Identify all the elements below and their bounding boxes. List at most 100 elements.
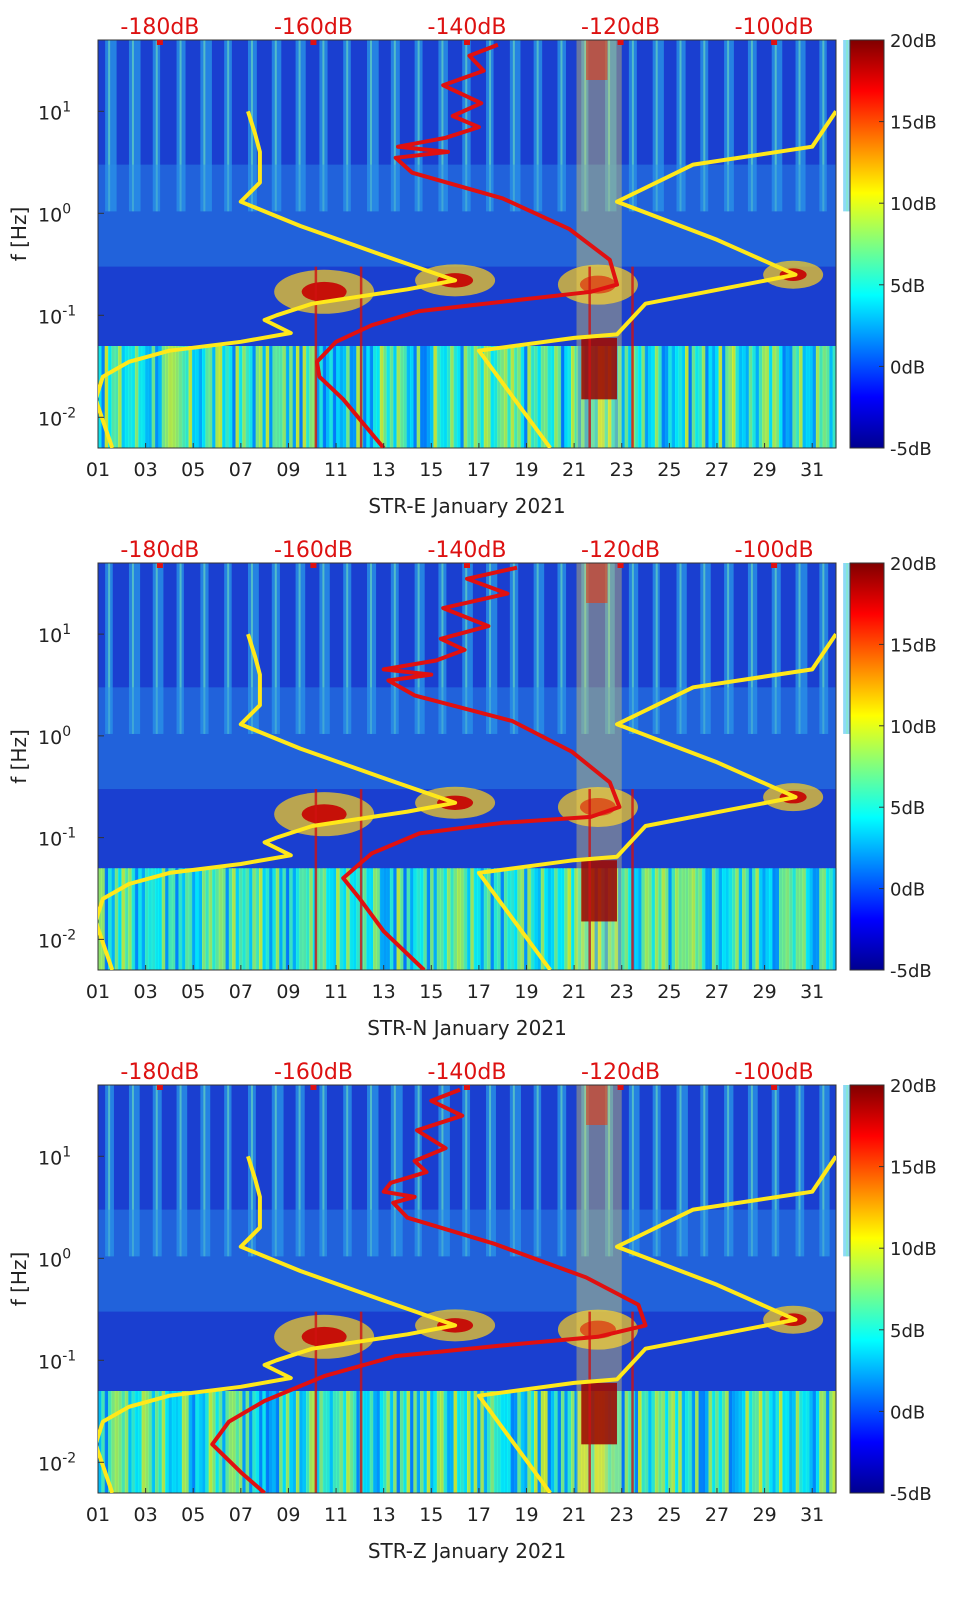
heatmap-lowband-column	[205, 1391, 210, 1493]
heatmap-streak-core	[703, 1085, 706, 1257]
heatmap-lowband-column	[416, 346, 421, 448]
heatmap-streak-core	[108, 563, 111, 734]
heatmap-lowband-column	[98, 346, 102, 448]
heatmap-lowband-column	[423, 346, 428, 448]
heatmap-lowband-column	[815, 346, 820, 448]
heatmap-streak-core	[393, 1085, 396, 1257]
heatmap-lowband-column	[792, 868, 797, 970]
heatmap-streak	[676, 1085, 688, 1257]
heatmap-hotspot-core	[301, 281, 347, 302]
heatmap-lowband-column	[369, 868, 374, 970]
heatmap-lowband-column	[104, 868, 109, 970]
heatmap-lowband-column	[225, 1391, 230, 1493]
heatmap-lowband-column	[497, 868, 502, 970]
heatmap-lowband-column	[648, 346, 653, 448]
heatmap-lowband-column	[547, 1391, 552, 1493]
heatmap-lowband-column	[705, 1391, 710, 1493]
heatmap-lowband-column	[144, 346, 149, 448]
heatmap-lowband-column	[678, 346, 683, 448]
heatmap-lowband-column	[416, 868, 421, 970]
heatmap-lowband-column	[560, 1391, 565, 1493]
heatmap-lowband-column	[718, 1391, 723, 1493]
heatmap-lowband-column	[319, 1391, 324, 1493]
top-axis-tick	[156, 40, 163, 45]
heatmap-lowband-column	[413, 868, 418, 970]
heatmap-lowband-column	[309, 1391, 314, 1493]
heatmap-lowband-column	[316, 346, 320, 448]
heatmap-lowband-column	[621, 1391, 626, 1493]
heatmap-lowband-column	[721, 346, 726, 448]
heatmap-lowband-column	[450, 346, 455, 448]
x-tick-label: 21	[562, 1504, 586, 1526]
heatmap-lowband-column	[440, 1391, 445, 1493]
heatmap-lowband-column	[530, 1391, 535, 1493]
heatmap-lowband-column	[118, 1391, 123, 1493]
heatmap-event-line	[314, 266, 318, 448]
heatmap-lowband-column	[436, 868, 441, 970]
x-tick-label: 27	[705, 459, 729, 481]
top-axis-label: -160dB	[274, 15, 353, 40]
heatmap-lowband-column	[648, 868, 653, 970]
heatmap-lowband-column	[178, 1391, 183, 1493]
heatmap-lowband-column	[490, 346, 495, 448]
heatmap-streak-core	[727, 40, 730, 212]
x-tick-label: 17	[467, 981, 491, 1003]
heatmap-lowband-column	[376, 346, 381, 448]
heatmap-lowband-column	[725, 1391, 730, 1493]
heatmap-lowband-column	[161, 346, 166, 448]
heatmap-lowband-column	[671, 1391, 676, 1493]
heatmap-lowband-column	[775, 868, 780, 970]
heatmap-lowband-column	[292, 868, 297, 970]
heatmap-lowband-column	[144, 868, 149, 970]
top-axis-tick	[156, 1085, 163, 1090]
heatmap-lowband-column	[195, 868, 200, 970]
heatmap-streak	[367, 40, 379, 212]
heatmap-lowband-column	[342, 1391, 347, 1493]
heatmap-lowband-column	[245, 1391, 250, 1493]
heatmap-lowband-column	[829, 868, 834, 970]
heatmap-lowband-column	[420, 346, 424, 448]
x-tick-label: 23	[610, 981, 634, 1003]
heatmap-lowband-column	[289, 868, 294, 970]
heatmap-streak-core	[203, 40, 206, 212]
heatmap-lowband-column	[503, 868, 508, 970]
heatmap-lowband-column	[688, 868, 693, 970]
heatmap-lowband-column	[386, 868, 391, 970]
heatmap-lowband-column	[453, 346, 458, 448]
heatmap-lowband-column	[624, 1391, 629, 1493]
heatmap-lowband-column	[537, 346, 542, 448]
heatmap-lowband-column	[520, 1391, 525, 1493]
heatmap-lowband-column	[201, 1391, 206, 1493]
heatmap-streak	[176, 1085, 188, 1257]
heatmap-streak-core	[322, 1085, 325, 1257]
heatmap-lowband-column	[420, 868, 424, 970]
heatmap-lowband-column	[329, 1391, 334, 1493]
heatmap-lowband-column	[778, 868, 783, 970]
heatmap-streak-core	[608, 40, 611, 212]
heatmap-lowband-column	[799, 868, 804, 970]
colorbar-label: 20dB	[890, 554, 937, 575]
heatmap-streak	[152, 563, 164, 734]
heatmap-lowband-column	[446, 868, 451, 970]
heatmap-streak	[652, 40, 664, 212]
heatmap-lowband-column	[517, 346, 522, 448]
heatmap-lowband-column	[121, 1391, 126, 1493]
heatmap-lowband-column	[698, 346, 703, 448]
heatmap-lowband-column	[373, 1391, 378, 1493]
heatmap-lowband-column	[322, 1391, 327, 1493]
heatmap-lowband-column	[339, 868, 344, 970]
heatmap-lowband-column	[346, 868, 351, 970]
heatmap-lowband-column	[332, 1391, 337, 1493]
heatmap-lowband-column	[557, 868, 562, 970]
y-tick-label: 10-1	[38, 1348, 76, 1373]
colorbar-label: 15dB	[890, 635, 937, 656]
heatmap-lowband-column	[155, 868, 159, 970]
heatmap-lowband-column	[507, 346, 512, 448]
heatmap-streak-core	[393, 563, 396, 734]
heatmap-lowband-column	[742, 868, 747, 970]
heatmap-lowband-column	[148, 1391, 153, 1493]
heatmap-lowband-column	[715, 346, 720, 448]
heatmap-event-line	[588, 1311, 591, 1493]
heatmap-storm-lowfreq	[581, 1382, 617, 1445]
